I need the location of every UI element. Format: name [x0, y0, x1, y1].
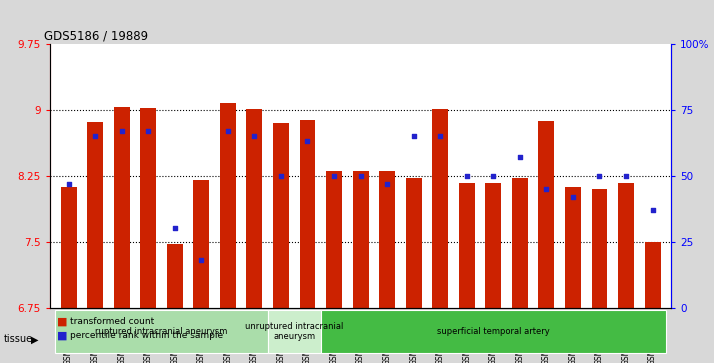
Point	[89, 133, 101, 139]
Bar	[273, 123, 289, 308]
Bar	[55, 310, 268, 353]
Bar	[645, 242, 660, 308]
Point	[488, 173, 499, 179]
Text: superficial temporal artery: superficial temporal artery	[437, 327, 550, 336]
Text: ■: ■	[57, 331, 68, 341]
Bar	[459, 183, 475, 308]
Point	[248, 133, 260, 139]
Bar	[512, 178, 528, 308]
Bar	[379, 171, 395, 308]
Text: ▶: ▶	[31, 334, 39, 344]
Text: unruptured intracranial
aneurysm: unruptured intracranial aneurysm	[245, 322, 343, 342]
Point	[620, 173, 632, 179]
Point	[514, 154, 526, 160]
Bar	[486, 183, 501, 308]
Point	[275, 173, 286, 179]
Point	[63, 181, 74, 187]
Bar	[61, 187, 76, 308]
Bar	[326, 171, 342, 308]
Text: GDS5186 / 19889: GDS5186 / 19889	[44, 29, 148, 42]
Point	[567, 194, 578, 200]
Text: percentile rank within the sample: percentile rank within the sample	[70, 331, 223, 340]
Point	[169, 225, 181, 231]
Point	[328, 173, 340, 179]
Point	[143, 128, 154, 134]
Point	[647, 207, 658, 213]
Point	[196, 257, 207, 263]
Text: tissue: tissue	[4, 334, 33, 344]
Bar	[538, 121, 554, 308]
Bar	[193, 180, 209, 308]
Point	[540, 186, 552, 192]
Text: ■: ■	[57, 316, 68, 326]
Bar	[246, 109, 262, 308]
Bar	[591, 189, 608, 308]
Bar	[167, 244, 183, 308]
Point	[116, 128, 127, 134]
Bar	[114, 107, 130, 308]
Point	[408, 133, 419, 139]
Bar	[565, 187, 581, 308]
Text: transformed count: transformed count	[70, 317, 154, 326]
Point	[302, 138, 313, 144]
Bar	[299, 120, 316, 308]
Point	[435, 133, 446, 139]
Bar	[87, 122, 103, 308]
Point	[461, 173, 473, 179]
Bar	[432, 109, 448, 308]
Bar	[618, 183, 634, 308]
Bar	[140, 108, 156, 308]
Point	[594, 173, 605, 179]
Bar	[220, 103, 236, 308]
Bar	[321, 310, 666, 353]
Bar	[406, 178, 422, 308]
Point	[381, 181, 393, 187]
Point	[222, 128, 233, 134]
Bar	[268, 310, 321, 353]
Bar	[353, 171, 368, 308]
Point	[355, 173, 366, 179]
Text: ruptured intracranial aneurysm: ruptured intracranial aneurysm	[95, 327, 228, 336]
